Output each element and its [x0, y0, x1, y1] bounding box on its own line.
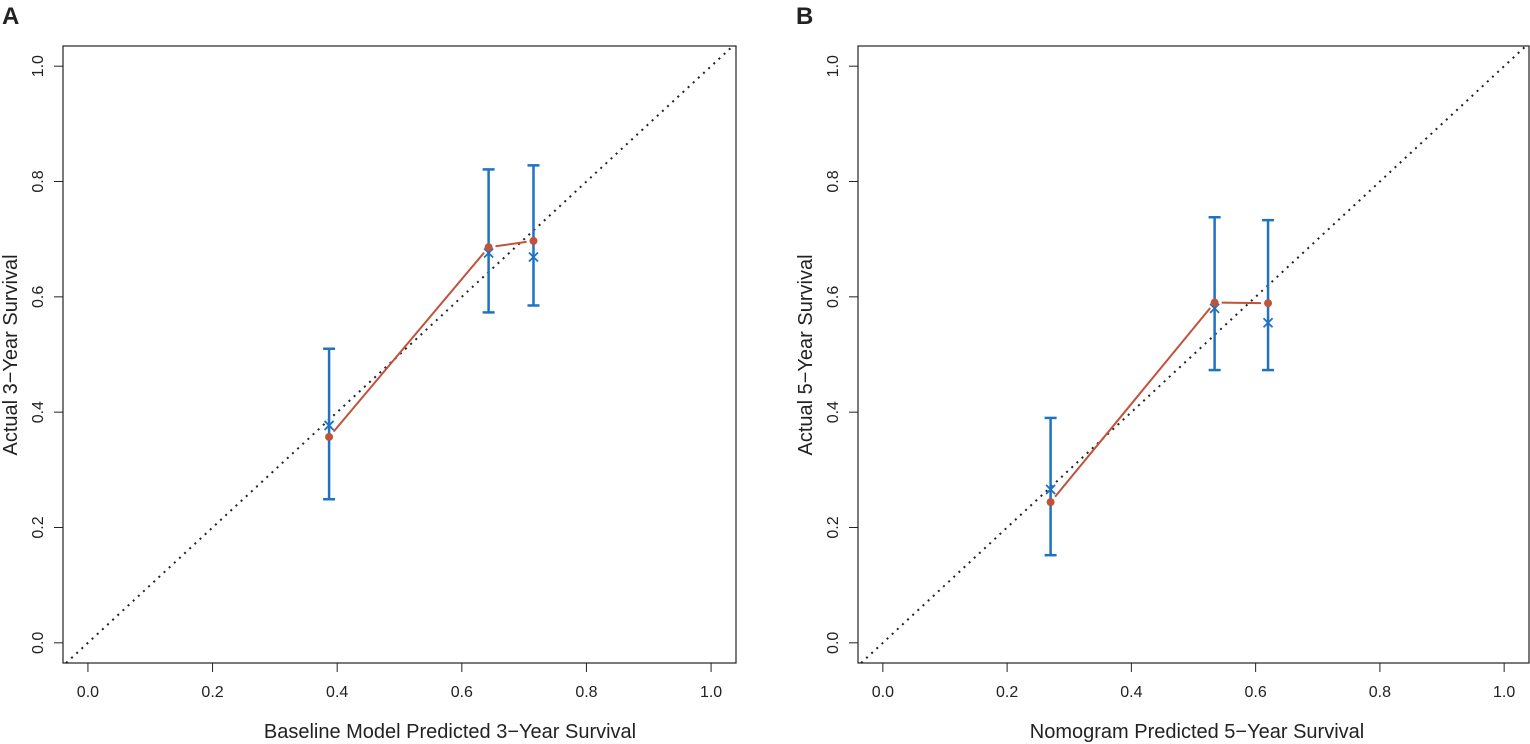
observed-point-stroke — [1262, 317, 1274, 328]
data-layer-a — [323, 164, 540, 501]
y-tick-label-a: 0.8 — [30, 170, 47, 192]
y-axis-b: 0.0 0.2 0.4 0.6 0.8 1.0 — [825, 55, 859, 654]
x-tick-label-b: 1.0 — [1493, 684, 1515, 701]
x-tick-label-a: 1.0 — [700, 684, 722, 701]
calibration-segment-a — [332, 251, 485, 433]
x-tick-label-b: 0.4 — [1120, 684, 1142, 701]
observed-point-stroke — [483, 247, 494, 259]
observed-point-stroke — [528, 251, 539, 263]
observed-point-stroke — [323, 420, 335, 431]
observed-point-b — [1262, 317, 1274, 328]
y-tick-label-b: 0.0 — [825, 632, 842, 654]
y-tick-label-a: 0.0 — [30, 632, 47, 654]
x-tick-label-a: 0.2 — [201, 684, 223, 701]
x-tick-label-b: 0.0 — [872, 684, 894, 701]
reference-diagonal-a — [65, 45, 734, 664]
observed-point-a — [483, 247, 494, 259]
panel-a: A 0.0 0.2 0.4 0.6 0.8 1.0 0.00.20.40.60.81.0 … — [0, 3, 737, 743]
observed-point-a — [323, 420, 335, 431]
y-tick-label-b: 1.0 — [825, 55, 842, 77]
calibration-point-a — [529, 236, 538, 245]
x-tick-label-b: 0.8 — [1369, 684, 1391, 701]
y-tick-label-b: 0.6 — [825, 286, 842, 308]
x-axis-a: 0.0 0.2 0.4 0.6 0.8 1.0 — [77, 662, 722, 701]
calibration-point-a — [325, 432, 334, 441]
observed-point-b — [1045, 484, 1056, 495]
panel-label-a: A — [2, 3, 19, 30]
calibration-point-a — [484, 243, 493, 252]
plot-frame-b — [857, 45, 1530, 664]
y-axis-a: 0.0 0.2 0.4 0.6 0.8 1.0 — [30, 55, 64, 654]
observed-point-a — [528, 251, 539, 263]
x-tick-label-a: 0.6 — [451, 684, 473, 701]
calibration-point-b — [1210, 298, 1219, 307]
y-tick-label-a: 1.0 — [30, 55, 47, 77]
x-axis-b: 0.0 0.2 0.4 0.6 0.8 1.0 — [872, 662, 1515, 701]
observed-point-stroke — [1045, 484, 1056, 495]
reference-diagonal-b — [860, 45, 1527, 664]
x-tick-label-b: 0.2 — [996, 684, 1018, 701]
x-tick-label-b: 0.6 — [1245, 684, 1267, 701]
x-tick-label-a: 0.4 — [326, 684, 348, 701]
y-tick-label-b: 0.2 — [825, 516, 842, 538]
observed-point-b — [1209, 303, 1220, 314]
y-tick-label-a: 0.4 — [30, 401, 47, 423]
y-tick-label-a: 0.2 — [30, 516, 47, 538]
x-tick-label-a: 0.8 — [575, 684, 597, 701]
x-tick-label-a: 0.0 — [77, 684, 99, 701]
calibration-segment-a — [495, 240, 527, 248]
calibration-point-b — [1046, 498, 1055, 507]
y-axis-label-a: Actual 3−Year Survival — [0, 254, 22, 455]
calibration-segment-b — [1054, 307, 1211, 498]
panel-b: B 0.0 0.2 0.4 0.6 0.8 1.0 0.00.20.40.60.81.0 … — [795, 3, 1530, 743]
panel-label-b: B — [796, 3, 813, 30]
x-axis-label-a: Baseline Model Predicted 3−Year Survival — [264, 721, 636, 743]
y-tick-label-b: 0.8 — [825, 170, 842, 192]
observed-point-stroke — [1209, 303, 1220, 314]
calibration-point-b — [1264, 299, 1273, 308]
y-tick-label-b: 0.4 — [825, 401, 842, 423]
x-axis-label-b: Nomogram Predicted 5−Year Survival — [1030, 721, 1364, 743]
data-layer-b — [1044, 216, 1275, 557]
y-axis-label-b: Actual 5−Year Survival — [795, 254, 817, 455]
y-tick-label-a: 0.6 — [30, 286, 47, 308]
